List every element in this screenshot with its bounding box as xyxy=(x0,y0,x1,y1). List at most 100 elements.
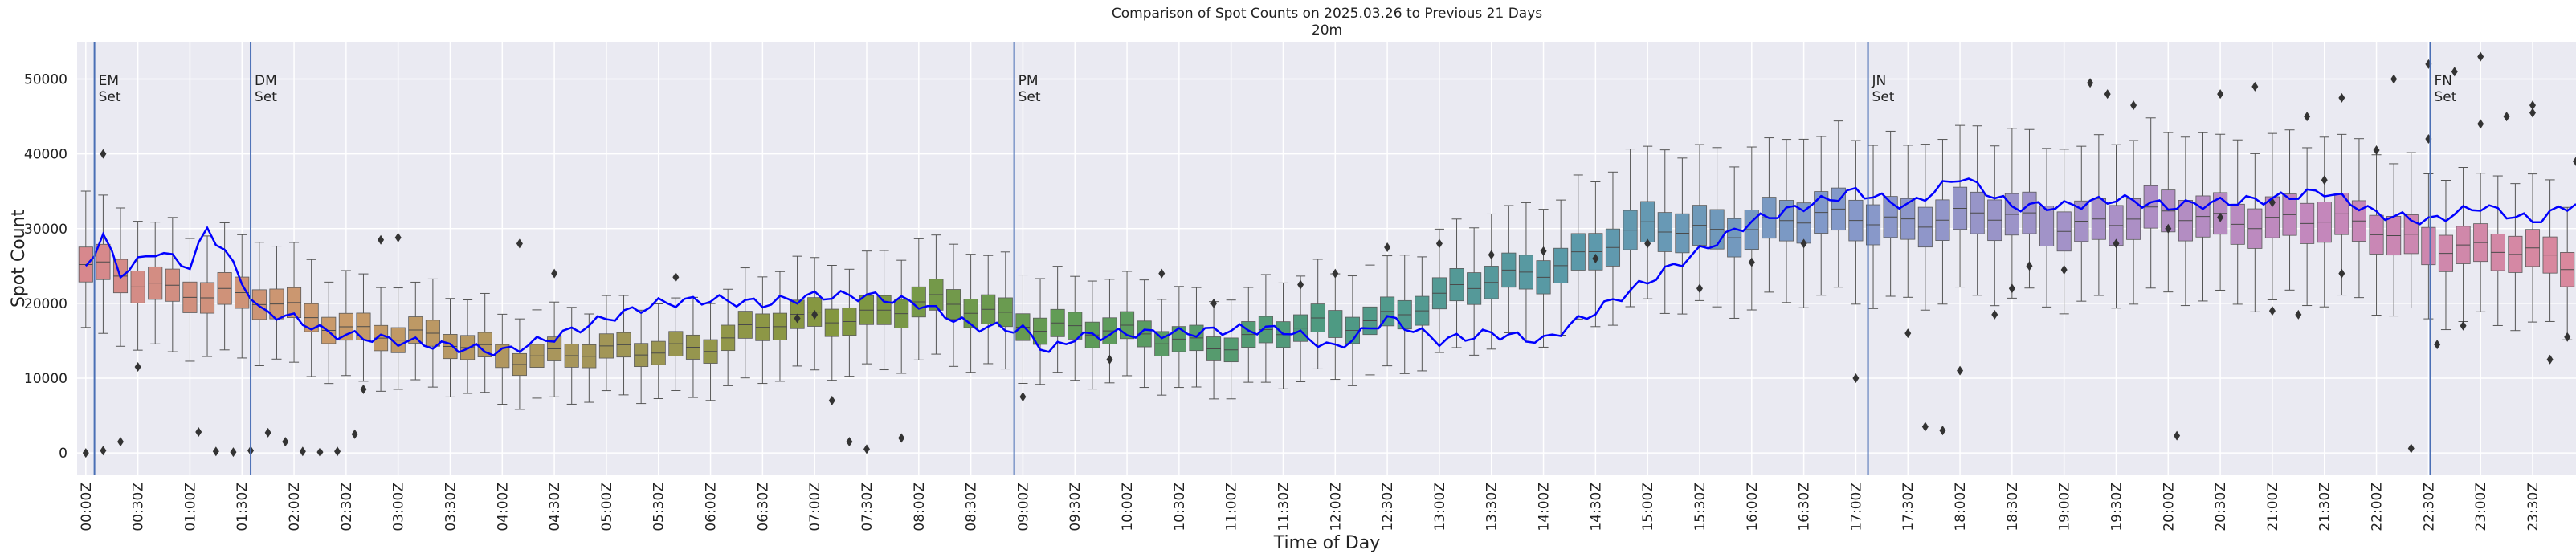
box-102 xyxy=(1848,140,1864,305)
x-tick-label: 20:00Z xyxy=(2161,483,2177,532)
box-110 xyxy=(1987,145,2002,307)
outlier-point xyxy=(1748,257,1755,267)
outlier-point xyxy=(2113,238,2120,249)
box-143 xyxy=(2560,206,2575,340)
box-93 xyxy=(1692,144,1708,301)
outlier-point xyxy=(2251,81,2259,92)
box-49 xyxy=(929,234,944,355)
box-36 xyxy=(703,303,718,401)
box-117 xyxy=(2109,144,2124,309)
outlier-point xyxy=(134,362,141,372)
x-tick-label: 12:00Z xyxy=(1328,483,1344,532)
outlier-point xyxy=(2503,112,2510,122)
box-124 xyxy=(2230,139,2245,305)
outlier-point xyxy=(2434,340,2441,350)
outlier-point xyxy=(1488,250,1495,260)
event-label-type: Set xyxy=(2435,89,2457,105)
box-90 xyxy=(1640,145,1655,299)
event-label-name: DM xyxy=(255,73,277,89)
box-77 xyxy=(1415,256,1430,372)
box-118 xyxy=(2126,140,2141,305)
x-tick-label: 12:30Z xyxy=(1380,483,1396,532)
x-tick-label: 09:00Z xyxy=(1015,483,1031,532)
x-tick-label: 00:30Z xyxy=(131,483,147,532)
x-axis-label: Time of Day xyxy=(1273,533,1380,553)
box-75 xyxy=(1380,255,1395,367)
outlier-point xyxy=(1904,328,1912,339)
outlier-point xyxy=(316,447,324,458)
box-55 xyxy=(1032,278,1048,385)
x-tick-label: 10:00Z xyxy=(1120,483,1136,532)
box-33 xyxy=(651,303,666,399)
event-label-type: Set xyxy=(255,89,277,105)
x-tick-label: 10:30Z xyxy=(1172,483,1188,532)
box-99 xyxy=(1796,138,1811,308)
box-106 xyxy=(1917,144,1933,311)
x-tick-label: 04:00Z xyxy=(495,483,511,532)
box-29 xyxy=(582,313,597,403)
box-119 xyxy=(2143,117,2158,289)
box-131 xyxy=(2351,138,2366,299)
box-35 xyxy=(685,296,700,398)
box-27 xyxy=(547,301,562,397)
outlier-point xyxy=(264,427,271,438)
box-116 xyxy=(2091,134,2106,296)
outlier-point xyxy=(100,149,107,159)
y-tick-label: 50000 xyxy=(24,72,67,88)
x-axis-ticks: 00:00Z 00:30Z 01:00Z 01:30Z 02:00Z 02:30Z 03:0… xyxy=(79,483,2541,532)
x-tick-label: 14:00Z xyxy=(1537,483,1553,532)
box-9 xyxy=(235,234,250,359)
outlier-point xyxy=(2407,443,2415,454)
outlier-point xyxy=(2268,306,2276,316)
box-50 xyxy=(945,243,961,367)
current-day-series xyxy=(84,177,2576,357)
x-tick-label: 05:00Z xyxy=(599,483,615,532)
outlier-point xyxy=(1540,246,1547,256)
x-tick-label: 08:00Z xyxy=(912,483,928,532)
y-tick-label: 30000 xyxy=(24,222,67,238)
x-tick-label: 20:30Z xyxy=(2213,483,2229,532)
current-day-line xyxy=(84,177,2576,357)
outlier-point xyxy=(811,309,819,320)
chart-subtitle: 20m xyxy=(1312,22,1342,39)
x-tick-label: 16:00Z xyxy=(1745,483,1761,532)
y-tick-label: 0 xyxy=(59,446,67,462)
x-tick-label: 21:30Z xyxy=(2317,483,2333,532)
x-tick-label: 02:00Z xyxy=(287,483,303,532)
outlier-point xyxy=(2008,283,2015,294)
x-tick-label: 11:30Z xyxy=(1276,483,1292,532)
box-38 xyxy=(737,267,753,379)
box-115 xyxy=(2074,145,2089,302)
outlier-point xyxy=(282,437,289,447)
box-26 xyxy=(529,309,545,399)
box-81 xyxy=(1484,213,1499,350)
x-tick-label: 04:30Z xyxy=(547,483,563,532)
x-tick-label: 09:30Z xyxy=(1068,483,1084,532)
outlier-point xyxy=(516,238,523,249)
outlier-point xyxy=(378,234,385,245)
outlier-point xyxy=(2026,261,2033,271)
outlier-point xyxy=(2373,145,2380,155)
box-37 xyxy=(721,288,736,386)
outlier-point xyxy=(100,446,107,456)
box-100 xyxy=(1814,136,1829,296)
outlier-point xyxy=(2295,309,2302,320)
x-tick-label: 17:30Z xyxy=(1900,483,1917,532)
y-axis-ticks: 0 10000 20000 30000 40000 50000 xyxy=(24,72,67,462)
box-21 xyxy=(443,298,458,397)
box-30 xyxy=(598,295,614,392)
outlier-point xyxy=(2529,100,2536,111)
box-72 xyxy=(1328,273,1343,381)
x-tick-label: 14:30Z xyxy=(1588,483,1604,532)
box-141 xyxy=(2525,173,2541,323)
event-label-name: JN xyxy=(1872,73,1887,89)
box-53 xyxy=(998,251,1013,370)
box-45 xyxy=(859,250,875,365)
outlier-point xyxy=(82,448,89,458)
x-tick-label: 03:30Z xyxy=(443,483,459,532)
box-54 xyxy=(1015,275,1031,385)
outlier-point xyxy=(1332,268,1339,279)
box-88 xyxy=(1605,171,1621,326)
x-tick-label: 00:00Z xyxy=(79,483,95,532)
